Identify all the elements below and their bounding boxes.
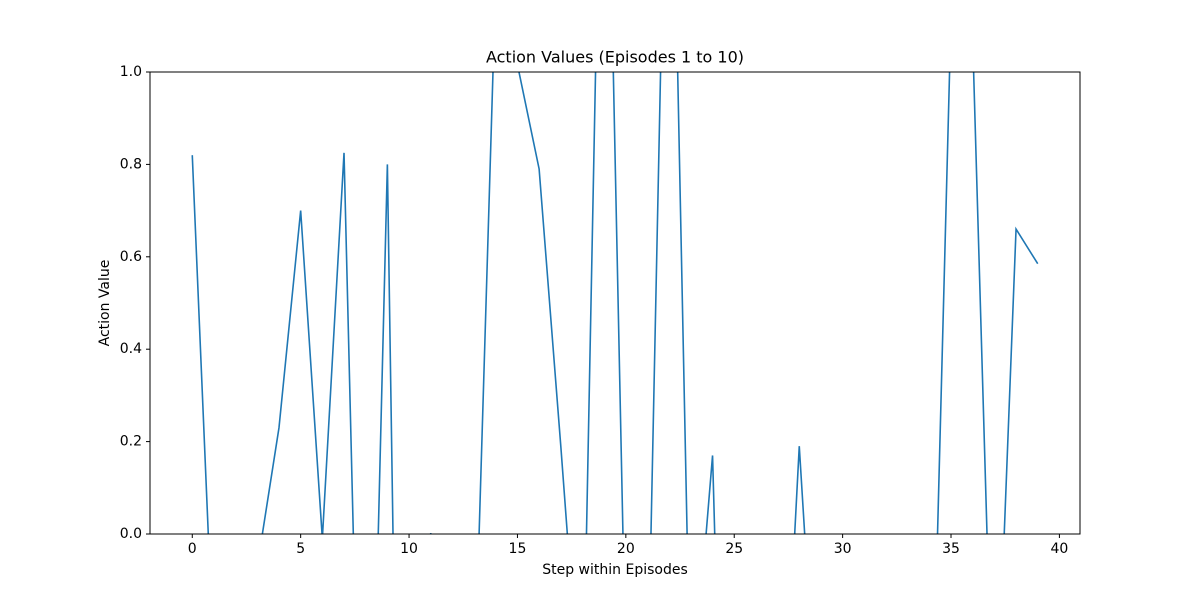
y-tick-label: 1.0: [120, 64, 142, 80]
x-tick-label: 20: [617, 541, 635, 557]
y-tick-label: 0.8: [120, 156, 142, 172]
x-tick-label: 0: [188, 541, 197, 557]
chart-title: Action Values (Episodes 1 to 10): [486, 48, 744, 67]
x-tick-label: 40: [1050, 541, 1068, 557]
x-tick-label: 15: [509, 541, 527, 557]
y-axis-label: Action Value: [97, 260, 113, 347]
x-tick-label: 10: [400, 541, 418, 557]
y-tick-label: 0.2: [120, 434, 142, 450]
y-tick-label: 0.6: [120, 249, 142, 265]
x-tick-label: 35: [942, 541, 960, 557]
y-tick-label: 0.0: [120, 526, 142, 542]
y-tick-label: 0.4: [120, 341, 142, 357]
x-tick-label: 30: [834, 541, 852, 557]
x-tick-label: 5: [296, 541, 305, 557]
x-tick-label: 25: [725, 541, 743, 557]
axes-frame: [149, 71, 1081, 535]
plot-area: [191, 72, 1039, 534]
x-axis-label: Step within Episodes: [542, 562, 688, 578]
data-line: [191, 72, 1039, 534]
